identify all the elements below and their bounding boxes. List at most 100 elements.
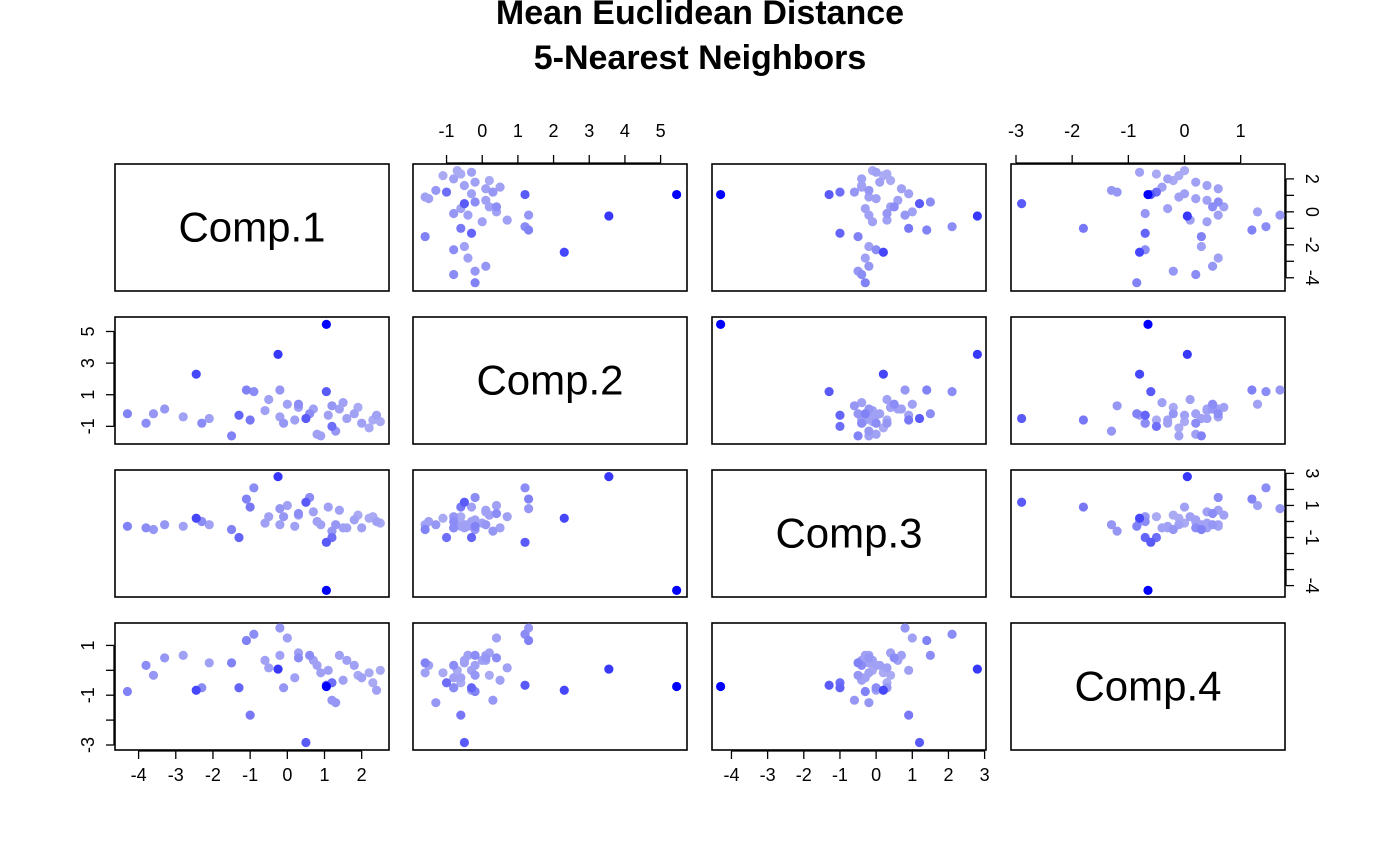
data-point-2 xyxy=(1134,513,1145,523)
variable-label-comp3: Comp.3 xyxy=(775,510,922,557)
data-point-14 xyxy=(456,223,466,233)
data-point-2 xyxy=(878,685,888,695)
data-point-31 xyxy=(349,660,359,670)
panel-comp2-vs-comp2: Comp.2 xyxy=(412,316,688,445)
tick-label: -3 xyxy=(78,737,98,753)
data-point-26 xyxy=(470,197,480,207)
data-point-19 xyxy=(449,683,459,693)
data-point-16 xyxy=(1168,409,1178,419)
data-point-14 xyxy=(245,710,255,720)
data-point-33 xyxy=(1151,415,1162,425)
data-point-43 xyxy=(1112,526,1122,536)
panel-frame xyxy=(412,163,688,292)
data-point-38 xyxy=(420,192,430,202)
data-point-3 xyxy=(301,413,311,424)
data-point-37 xyxy=(279,683,289,693)
data-point-35 xyxy=(864,185,874,196)
chart-title: Mean Euclidean Distance xyxy=(496,0,904,32)
tick-label: -1 xyxy=(439,121,455,141)
data-point-19 xyxy=(871,683,881,693)
tick-label: 3 xyxy=(1302,468,1322,478)
tick-label: 2 xyxy=(1302,174,1322,184)
panel-comp2-vs-comp4 xyxy=(412,622,688,751)
data-point-28 xyxy=(1179,410,1190,420)
data-point-20 xyxy=(1196,241,1206,252)
data-point-1 xyxy=(273,349,283,360)
tick-label: 4 xyxy=(620,121,630,141)
data-point-18 xyxy=(860,253,870,263)
data-point-18 xyxy=(1213,253,1223,263)
panel-frame xyxy=(711,163,987,292)
data-point-7 xyxy=(234,683,244,693)
data-point-16 xyxy=(1168,266,1178,276)
data-point-1 xyxy=(604,664,614,674)
data-point-3 xyxy=(459,497,469,507)
panel-comp2-vs-comp3 xyxy=(412,469,688,598)
data-point-3 xyxy=(301,497,311,507)
data-point-11 xyxy=(1174,423,1184,433)
axis-bottom-comp1: -4 -3 -2 -1 0 1 2 xyxy=(131,750,367,785)
data-point-31 xyxy=(875,177,885,187)
data-point-8 xyxy=(491,202,502,212)
data-point-16 xyxy=(1168,524,1178,535)
variable-label-comp1: Comp.1 xyxy=(178,204,325,251)
data-point-32 xyxy=(449,174,459,184)
data-point-13 xyxy=(871,194,881,204)
axis-right-comp1: -4 -2 0 2 xyxy=(1285,174,1322,286)
data-point-8 xyxy=(491,508,502,519)
data-point-21 xyxy=(853,231,863,242)
data-point-41 xyxy=(885,175,896,186)
data-point-5 xyxy=(1261,222,1271,232)
data-point-38 xyxy=(864,192,874,202)
data-point-34 xyxy=(1179,417,1190,427)
data-point-1 xyxy=(972,664,982,674)
data-point-6 xyxy=(520,680,530,690)
data-point-35 xyxy=(1106,426,1117,436)
data-point-4 xyxy=(1132,409,1142,419)
data-point-0 xyxy=(1143,585,1153,595)
data-point-36 xyxy=(338,398,348,408)
data-point-10 xyxy=(835,421,845,431)
data-point-24 xyxy=(282,399,292,409)
data-point-16 xyxy=(148,409,159,419)
data-point-10 xyxy=(441,678,452,688)
data-point-12 xyxy=(275,520,285,530)
data-point-4 xyxy=(1132,521,1142,531)
data-point-38 xyxy=(1174,431,1184,441)
data-point-1 xyxy=(1182,211,1192,221)
data-point-28 xyxy=(466,502,477,512)
data-point-19 xyxy=(1140,418,1150,428)
data-point-31 xyxy=(1191,515,1201,525)
data-point-9 xyxy=(1247,225,1257,235)
data-point-21 xyxy=(1196,524,1206,535)
data-point-12 xyxy=(463,210,473,220)
data-point-36 xyxy=(338,523,348,533)
panel-comp3-vs-comp3: Comp.3 xyxy=(711,469,987,598)
data-point-22 xyxy=(502,215,512,225)
data-point-22 xyxy=(882,215,892,225)
data-point-26 xyxy=(305,650,315,660)
data-point-9 xyxy=(241,635,252,646)
data-point-17 xyxy=(1207,261,1218,271)
data-point-2 xyxy=(878,247,888,257)
data-point-14 xyxy=(245,502,255,512)
axis-bottom-comp3: -4 -3 -2 -1 0 1 2 3 xyxy=(723,750,990,785)
data-point-22 xyxy=(882,394,892,405)
data-point-8 xyxy=(293,508,304,519)
data-point-19 xyxy=(197,418,207,428)
data-point-3 xyxy=(914,199,925,209)
data-point-21 xyxy=(226,658,237,668)
data-point-20 xyxy=(864,241,874,252)
data-point-1 xyxy=(604,472,614,482)
data-point-33 xyxy=(1151,512,1162,522)
data-point-35 xyxy=(864,426,874,436)
tick-label: 0 xyxy=(871,765,881,785)
data-point-34 xyxy=(452,166,462,176)
data-point-30 xyxy=(1202,413,1212,424)
data-point-32 xyxy=(357,673,367,683)
axis-right-comp3: -4 -1 1 3 xyxy=(1285,468,1322,594)
data-point-28 xyxy=(904,665,914,675)
tick-label: 0 xyxy=(1302,207,1322,217)
data-point-16 xyxy=(148,670,159,680)
